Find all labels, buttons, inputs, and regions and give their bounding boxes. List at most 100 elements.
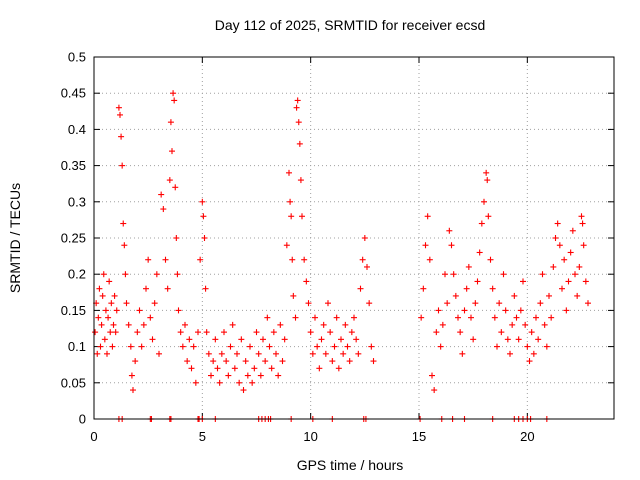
data-point [500, 271, 507, 278]
data-point [127, 343, 134, 350]
y-tick-label: 0 [79, 412, 86, 427]
y-tick-label: 0.05 [61, 375, 86, 390]
data-point [322, 350, 329, 357]
data-point [348, 329, 355, 336]
data-point [483, 169, 490, 176]
x-axis-label: GPS time / hours [297, 457, 404, 473]
data-point [115, 104, 122, 111]
data-point [253, 329, 260, 336]
data-point [422, 242, 429, 249]
data-point [149, 336, 156, 343]
data-point [192, 379, 199, 386]
data-point [100, 271, 107, 278]
data-point [279, 358, 286, 365]
data-point [218, 350, 225, 357]
data-point [502, 307, 509, 314]
data-point [153, 271, 160, 278]
data-point [537, 300, 544, 307]
y-tick-label: 0.45 [61, 86, 86, 101]
data-point [231, 365, 238, 372]
y-axis-label: SRMTID / TECUs [7, 183, 23, 293]
data-point [491, 314, 498, 321]
data-point [132, 358, 139, 365]
data-point [286, 169, 292, 176]
data-point [216, 379, 223, 386]
data-point [474, 278, 481, 285]
data-point [333, 314, 340, 321]
data-point [255, 350, 262, 357]
data-point [212, 336, 219, 343]
data-point [364, 263, 370, 270]
data-point [528, 329, 535, 336]
data-point [262, 358, 269, 365]
data-point [446, 227, 453, 234]
data-point [95, 314, 102, 321]
data-point [548, 314, 555, 321]
data-point [107, 329, 114, 336]
data-point [288, 213, 295, 220]
data-point [242, 358, 249, 365]
data-point [533, 314, 539, 321]
data-point [295, 119, 302, 126]
data-point [289, 256, 296, 263]
data-point [186, 336, 193, 343]
data-point [96, 285, 103, 292]
data-point [238, 336, 245, 343]
data-point [578, 213, 585, 220]
data-point [109, 343, 116, 350]
data-point [567, 249, 574, 256]
data-point [257, 372, 264, 379]
x-tick-label: 0 [90, 429, 97, 444]
data-point [530, 350, 537, 357]
data-point [580, 242, 587, 249]
data-point [143, 285, 149, 292]
data-point [481, 198, 487, 205]
data-point [260, 336, 266, 343]
data-points [92, 90, 591, 422]
x-tick-label: 10 [303, 429, 317, 444]
data-point [459, 350, 466, 357]
y-tick-label: 0.4 [68, 122, 86, 137]
y-tick-label: 0.3 [68, 194, 86, 209]
data-point [420, 285, 427, 292]
data-point [199, 198, 206, 205]
data-point [99, 292, 106, 299]
data-point [320, 321, 327, 328]
data-point [225, 372, 232, 379]
data-point [138, 343, 145, 350]
data-point [210, 358, 217, 365]
y-tick-label: 0.25 [61, 231, 86, 246]
data-point [316, 365, 323, 372]
data-point [303, 278, 310, 285]
data-point [113, 307, 120, 314]
data-point [164, 285, 171, 292]
data-point [489, 285, 496, 292]
data-point [351, 314, 357, 321]
data-point [119, 162, 126, 169]
data-point [463, 285, 470, 292]
data-point [335, 365, 342, 372]
data-point [151, 300, 158, 307]
data-point [94, 350, 101, 357]
x-tick-label: 15 [412, 429, 426, 444]
data-point [290, 292, 297, 299]
data-point [517, 307, 524, 314]
data-point [465, 263, 472, 270]
data-point [134, 329, 141, 336]
data-point [561, 256, 568, 263]
plot-frame [93, 56, 615, 420]
data-point [429, 372, 435, 379]
y-tick-label: 0.35 [61, 158, 86, 173]
data-point [314, 343, 321, 350]
data-point [169, 148, 175, 155]
data-point [203, 329, 210, 336]
data-point [299, 213, 305, 220]
data-point [202, 285, 209, 292]
data-point [120, 220, 127, 227]
data-point [101, 336, 108, 343]
data-point [130, 387, 136, 394]
data-point [97, 343, 104, 350]
data-point [507, 350, 513, 357]
data-point [370, 358, 377, 365]
data-point [357, 285, 364, 292]
